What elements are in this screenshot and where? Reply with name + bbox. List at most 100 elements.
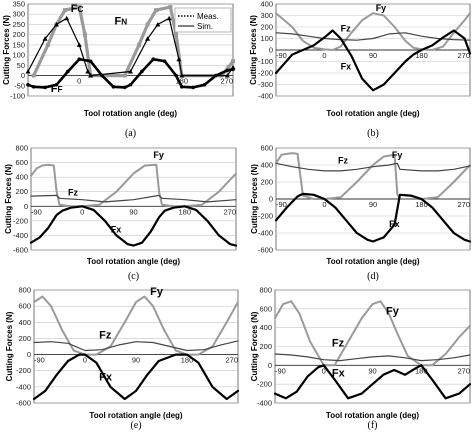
series-line-fx	[274, 29, 472, 92]
subplot-caption: (d)	[367, 271, 379, 282]
y-tick-label: 400	[15, 173, 28, 182]
series-line-fz	[274, 353, 471, 362]
x-tick-label: 0	[80, 207, 84, 216]
data-point	[25, 68, 31, 74]
y-tick-label: 400	[260, 0, 273, 9]
data-point	[76, 42, 82, 47]
curve-label: Fx	[389, 219, 400, 229]
curve-label-text: Fx	[341, 62, 352, 72]
data-point	[214, 73, 218, 78]
y-tick-label: 100	[12, 51, 25, 60]
data-point	[66, 69, 70, 74]
legend-label: Meas.	[197, 12, 219, 21]
y-tick-label: 300	[260, 11, 273, 20]
x-tick-label: 90	[369, 51, 377, 60]
y-axis-label: Cutting Forces (N)	[249, 15, 258, 85]
curve-label-text: Fz	[332, 338, 345, 350]
y-tick-label: 200	[260, 23, 273, 32]
curve-label-text: Fz	[68, 187, 78, 197]
legend-box	[174, 7, 232, 33]
x-tick-label: -90	[31, 207, 42, 216]
data-point	[123, 85, 127, 90]
curve-label: Fy	[153, 150, 164, 160]
y-tick-label: -400	[258, 92, 273, 101]
x-tick-label: 180	[181, 356, 194, 365]
x-axis-label: Tool rotation angle (deg)	[326, 109, 420, 118]
y-tick-label: -600	[16, 399, 31, 408]
y-tick-label: 600	[260, 144, 273, 153]
y-tick-label: 400	[18, 318, 31, 327]
curve-label-subscript: C	[77, 5, 83, 14]
curve-label-text: Fx	[111, 225, 122, 235]
y-tick-label: 250	[12, 20, 25, 29]
data-point	[128, 68, 133, 74]
data-point	[155, 21, 161, 27]
data-point	[77, 5, 82, 10]
y-tick-label: -300	[258, 80, 273, 89]
data-point	[202, 82, 207, 87]
subplot-caption: (f)	[368, 420, 378, 431]
y-tick-label: -600	[13, 246, 28, 255]
x-axis-label: Tool rotation angle (deg)	[326, 411, 420, 420]
data-point	[231, 67, 235, 72]
y-tick-label: -400	[258, 229, 273, 238]
y-tick-label: 800	[18, 286, 31, 295]
y-tick-label: -50	[14, 81, 25, 90]
curve-label: Fy	[386, 305, 400, 317]
curve-label-text: Fx	[389, 219, 400, 229]
curve-label: Fz	[341, 24, 351, 34]
x-tick-label: 180	[178, 207, 191, 216]
y-tick-label: 0	[268, 361, 272, 370]
y-tick-label: 600	[18, 302, 31, 311]
data-point	[191, 85, 195, 90]
curve-label-text: Fx	[99, 371, 113, 383]
y-tick-label: -100	[10, 92, 25, 101]
data-point	[145, 22, 150, 27]
data-point	[26, 82, 30, 87]
x-tick-label: 270	[225, 356, 238, 365]
y-tick-label: -200	[258, 212, 273, 221]
x-tick-label: 270	[223, 207, 236, 216]
data-point	[45, 42, 50, 47]
y-tick-label: 400	[260, 161, 273, 170]
x-tick-label: 270	[457, 200, 470, 209]
y-axis-label: Cutting Forces (N)	[4, 164, 13, 234]
curve-label: Fy	[392, 150, 403, 160]
curve-label: Fz	[68, 187, 78, 197]
curve-label: FN	[115, 15, 128, 27]
y-tick-label: 400	[259, 323, 272, 332]
x-tick-label: 90	[132, 356, 140, 365]
y-axis-label: Cutting Forces (N)	[2, 15, 11, 85]
series-line-fz	[275, 162, 471, 172]
data-point	[88, 59, 93, 64]
y-tick-label: 0	[21, 71, 25, 80]
data-point	[137, 42, 142, 47]
curve-label-subscript: N	[121, 17, 127, 26]
data-point	[140, 69, 144, 74]
legend-label: Sim.	[197, 22, 213, 31]
curve-label-text: Fy	[376, 3, 387, 13]
y-axis-label: Cutting Forces (N)	[5, 311, 14, 381]
curve-label-text: F	[115, 15, 122, 27]
data-point	[42, 36, 48, 41]
y-tick-label: 200	[18, 334, 31, 343]
curve-label-text: F	[71, 3, 78, 15]
series-line-fx	[273, 364, 472, 400]
data-point	[154, 8, 159, 13]
series-line-fz	[275, 32, 471, 41]
curve-label: Fx	[99, 371, 113, 383]
data-point	[162, 59, 167, 64]
x-tick-label: -90	[276, 51, 287, 60]
subplot-caption: (a)	[125, 128, 136, 139]
y-tick-label: -100	[258, 57, 273, 66]
y-tick-label: 350	[12, 0, 25, 9]
series-line-fy	[274, 300, 471, 367]
y-tick-label: 0	[269, 46, 273, 55]
curve-label: Fz	[332, 338, 345, 350]
curve-label-text: Fy	[153, 150, 164, 160]
x-axis-label: Tool rotation angle (deg)	[89, 411, 183, 420]
subplot-caption: (c)	[128, 271, 139, 282]
plot-frame	[33, 289, 239, 404]
